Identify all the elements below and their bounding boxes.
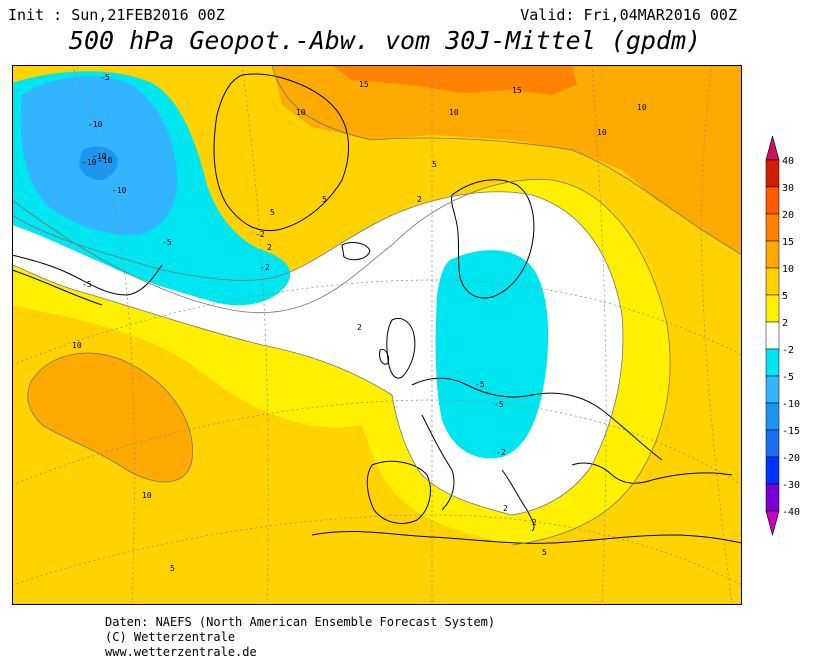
- legend-swatch: [765, 456, 780, 485]
- legend-label: -5: [782, 372, 794, 383]
- contour-label: 2: [503, 504, 508, 513]
- graticule: [12, 65, 742, 605]
- legend-arrow-bottom: [765, 510, 780, 536]
- contour-label: 2: [357, 323, 362, 332]
- contour-label: 10: [142, 491, 152, 500]
- legend-swatch: [765, 267, 780, 296]
- contour-label: 5: [432, 160, 437, 169]
- anomaly-map: -5 -10 -10 -10 -10 -10 -5 -2 -2 -5 -5 -5…: [12, 65, 742, 605]
- legend-label: -40: [782, 507, 800, 518]
- legend-label: -10: [782, 399, 800, 410]
- contour-label: -10: [92, 152, 107, 161]
- map-title: 500 hPa Geopot.-Abw. vom 30J-Mittel (gpd…: [68, 26, 702, 55]
- contour-label: 5: [270, 208, 275, 217]
- legend-label: 20: [782, 210, 794, 221]
- contour-label: -5: [162, 238, 172, 247]
- field-neg15-neg10: [79, 146, 118, 181]
- contour-label: 2: [267, 243, 272, 252]
- legend-label: -20: [782, 453, 800, 464]
- init-time-label: Init : Sun,21FEB2016 00Z: [8, 6, 225, 24]
- legend-arrow-top: [765, 136, 780, 161]
- contour-labels: -5 -10 -10 -10 -10 -10 -5 -2 -2 -5 -5 -5…: [72, 73, 647, 573]
- legend-label: -15: [782, 426, 800, 437]
- legend-label: 5: [782, 291, 788, 302]
- contour-lines: [12, 65, 742, 546]
- contour-label: 10: [449, 108, 459, 117]
- legend-label: 10: [782, 264, 794, 275]
- contour-label: 10: [296, 108, 306, 117]
- legend-label: -2: [782, 345, 794, 356]
- contour-label: 5: [542, 548, 547, 557]
- field-15-20: [332, 65, 577, 95]
- legend-swatch: [765, 321, 780, 350]
- contour-label: 10: [72, 341, 82, 350]
- contour-label: 5: [322, 195, 327, 204]
- contour-label: -10: [112, 186, 127, 195]
- legend-swatch: [765, 294, 780, 323]
- legend-label: 40: [782, 156, 794, 167]
- contour-label: 5: [170, 564, 175, 573]
- legend-swatch: [765, 213, 780, 242]
- contour-label: 15: [512, 86, 522, 95]
- footer-copyright: (C) Wetterzentrale: [105, 630, 236, 644]
- coastlines: [12, 73, 742, 544]
- legend-swatch: [765, 348, 780, 377]
- legend-swatch: [765, 186, 780, 215]
- color-legend: 40 30 20 15 10 5 2 -2 -5 -10 -15 -20 -30…: [765, 136, 800, 536]
- contour-label: -10: [82, 158, 97, 167]
- footer-website-link[interactable]: www.wetterzentrale.de: [105, 645, 257, 659]
- contour-label: -5: [82, 280, 92, 289]
- contour-label: -2: [255, 230, 265, 239]
- contour-label: -10: [98, 156, 113, 165]
- legend-swatch: [765, 375, 780, 404]
- footer-credits: Daten: NAEFS (North American Ensemble Fo…: [105, 615, 495, 660]
- contour-label: 2: [417, 195, 422, 204]
- contour-label: -2: [496, 448, 506, 457]
- contour-label: -2: [260, 263, 270, 272]
- contour-label: 10: [597, 128, 607, 137]
- contour-label: 15: [359, 80, 369, 89]
- legend-swatch: [765, 483, 780, 512]
- contour-label: 10: [637, 103, 647, 112]
- legend-swatch: [765, 429, 780, 458]
- footer-data-source: Daten: NAEFS (North American Ensemble Fo…: [105, 615, 496, 629]
- legend-swatch: [765, 402, 780, 431]
- contour-label: -5: [100, 73, 110, 82]
- contour-label: -10: [88, 120, 103, 129]
- contour-label: 2: [532, 518, 537, 527]
- legend-label: 15: [782, 237, 794, 248]
- legend-label: 30: [782, 183, 794, 194]
- field-neg5-neg2-europe: [435, 250, 549, 459]
- legend-swatch: [765, 240, 780, 269]
- valid-time-label: Valid: Fri,04MAR2016 00Z: [520, 6, 737, 24]
- legend-label: -30: [782, 480, 800, 491]
- contour-label: -5: [475, 380, 485, 389]
- field-10-15-atlantic: [27, 353, 193, 482]
- field-10-15-arctic: [272, 65, 742, 255]
- legend-label: 2: [782, 318, 788, 329]
- map-border: [12, 65, 742, 605]
- legend-swatch: [765, 159, 780, 188]
- contour-label: -5: [494, 400, 504, 409]
